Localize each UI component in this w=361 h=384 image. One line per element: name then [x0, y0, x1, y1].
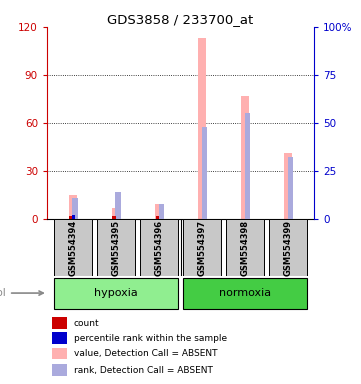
FancyBboxPatch shape [183, 278, 307, 310]
Text: GSM554398: GSM554398 [241, 220, 249, 276]
FancyBboxPatch shape [226, 220, 264, 276]
Bar [52, 333, 67, 344]
FancyBboxPatch shape [183, 220, 221, 276]
Text: GSM554396: GSM554396 [155, 220, 164, 276]
Bar [69, 195, 77, 219]
Text: rank, Detection Call = ABSENT: rank, Detection Call = ABSENT [74, 366, 213, 375]
Title: GDS3858 / 233700_at: GDS3858 / 233700_at [107, 13, 254, 26]
Bar [72, 198, 78, 219]
Bar [52, 364, 67, 376]
Bar [116, 192, 121, 219]
Bar [288, 157, 293, 219]
Bar [156, 216, 159, 219]
FancyBboxPatch shape [269, 220, 307, 276]
Bar [112, 216, 116, 219]
Bar [52, 317, 67, 329]
Bar [155, 204, 163, 219]
Text: value, Detection Call = ABSENT: value, Detection Call = ABSENT [74, 349, 217, 358]
Text: normoxia: normoxia [219, 288, 271, 298]
Bar [284, 153, 292, 219]
Text: GSM554397: GSM554397 [197, 220, 206, 276]
Bar [198, 38, 206, 219]
Bar [245, 113, 250, 219]
Bar [201, 127, 207, 219]
Bar [72, 215, 75, 219]
Text: GSM554395: GSM554395 [112, 220, 120, 276]
Bar [112, 208, 120, 219]
Bar [69, 216, 73, 219]
Text: protocol: protocol [0, 288, 43, 298]
Text: percentile rank within the sample: percentile rank within the sample [74, 334, 227, 343]
Text: count: count [74, 319, 99, 328]
Text: hypoxia: hypoxia [94, 288, 138, 298]
Bar [241, 96, 249, 219]
FancyBboxPatch shape [54, 220, 92, 276]
FancyBboxPatch shape [140, 220, 178, 276]
Text: GSM554399: GSM554399 [284, 220, 293, 276]
FancyBboxPatch shape [54, 278, 178, 310]
Bar [158, 204, 164, 219]
Text: GSM554394: GSM554394 [68, 220, 77, 276]
Bar [52, 348, 67, 359]
FancyBboxPatch shape [97, 220, 135, 276]
